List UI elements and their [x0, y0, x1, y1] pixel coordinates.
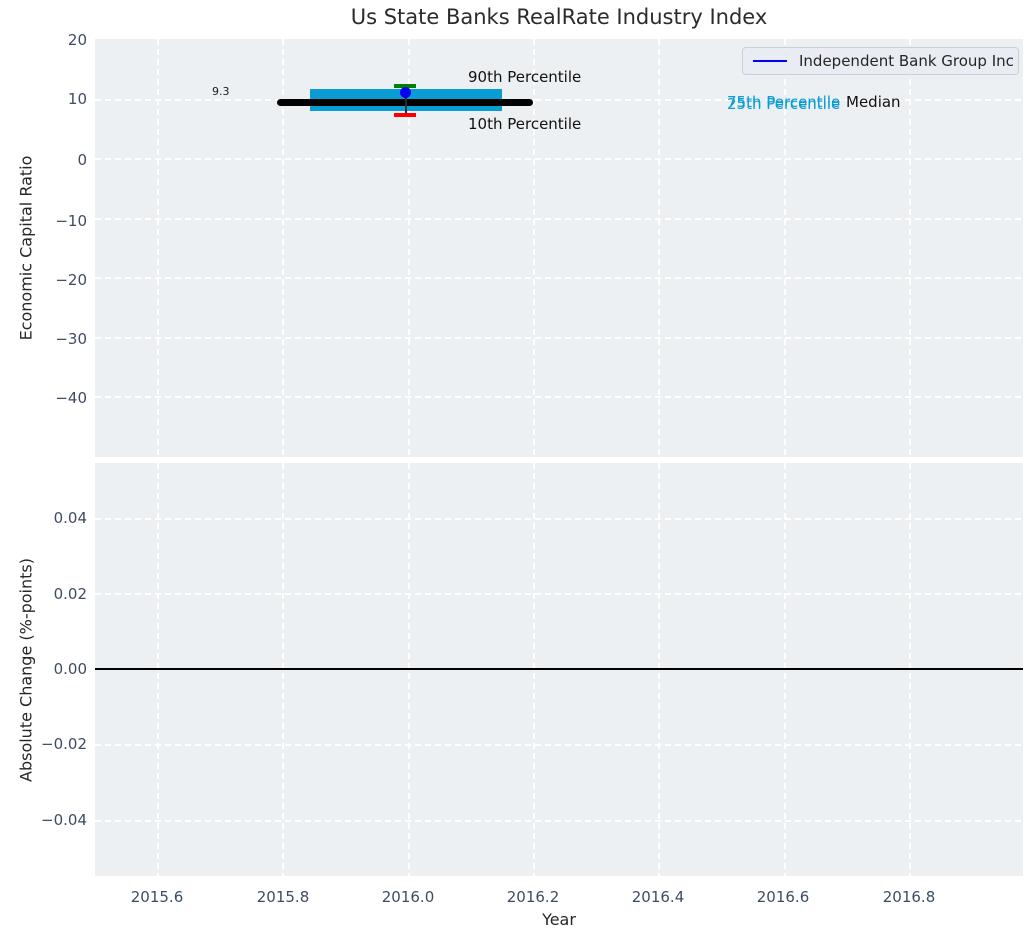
xtick-label: 2016.6 [756, 888, 810, 906]
legend-label: Independent Bank Group Inc [799, 52, 1014, 70]
xtick-label: 2016.4 [631, 888, 685, 906]
gridline [95, 218, 1023, 220]
ytick-label: −30 [55, 330, 87, 348]
p90-annotation: 90th Percentile [468, 68, 582, 86]
gridline [95, 744, 1023, 746]
gridline [909, 39, 911, 457]
gridline [408, 39, 410, 457]
median-annotation: Median [846, 93, 901, 111]
p75-annotation: 75th Percentile [727, 93, 841, 111]
gridline [95, 337, 1023, 339]
xlabel: Year [542, 910, 576, 929]
legend: Independent Bank Group Inc [742, 47, 1019, 75]
gridline [533, 39, 535, 457]
median-value-label: 9.3 [212, 85, 230, 98]
gridline [658, 39, 660, 457]
gridline [95, 396, 1023, 398]
p90-marker [394, 84, 416, 88]
bottom-ylabel: Absolute Change (%-points) [16, 558, 36, 782]
xtick-label: 2015.6 [130, 888, 184, 906]
xtick-label: 2016.2 [506, 888, 560, 906]
ytick-label: −20 [55, 271, 87, 289]
ytick-label: 0 [77, 151, 87, 169]
gridline [95, 277, 1023, 279]
ytick-label: 0.00 [53, 660, 87, 678]
gridline [95, 99, 1023, 101]
ytick-label: −40 [55, 389, 87, 407]
chart-title: Us State Banks RealRate Industry Index [350, 5, 768, 29]
gridline [282, 39, 284, 457]
legend-line-sample [753, 59, 787, 63]
top-ylabel: Economic Capital Ratio [16, 155, 36, 341]
gridline [95, 820, 1023, 822]
ytick-label: 0.04 [53, 509, 87, 527]
gridline [95, 593, 1023, 595]
ytick-label: 0.02 [53, 585, 87, 603]
p25-annotation: 25th Percentile [727, 95, 841, 113]
gridline [95, 158, 1023, 160]
p10-annotation: 10th Percentile [468, 115, 582, 133]
bottom-plot-area [95, 463, 1023, 876]
zero-line [95, 668, 1023, 670]
errorbar-stem [405, 86, 407, 115]
top-plot-area: 9.3 90th Percentile 10th Percentile 75th… [95, 39, 1023, 457]
xtick-label: 2015.8 [256, 888, 310, 906]
company-marker [400, 87, 411, 98]
gridline [95, 518, 1023, 520]
p10-marker [394, 113, 416, 117]
ytick-label: 20 [67, 31, 87, 49]
gridline [157, 39, 159, 457]
ytick-label: −10 [55, 212, 87, 230]
xtick-label: 2016.8 [882, 888, 936, 906]
gridline [784, 39, 786, 457]
xtick-label: 2016.0 [381, 888, 435, 906]
ytick-label: −0.04 [41, 811, 87, 829]
ytick-label: −0.02 [41, 735, 87, 753]
ytick-label: 10 [67, 90, 87, 108]
